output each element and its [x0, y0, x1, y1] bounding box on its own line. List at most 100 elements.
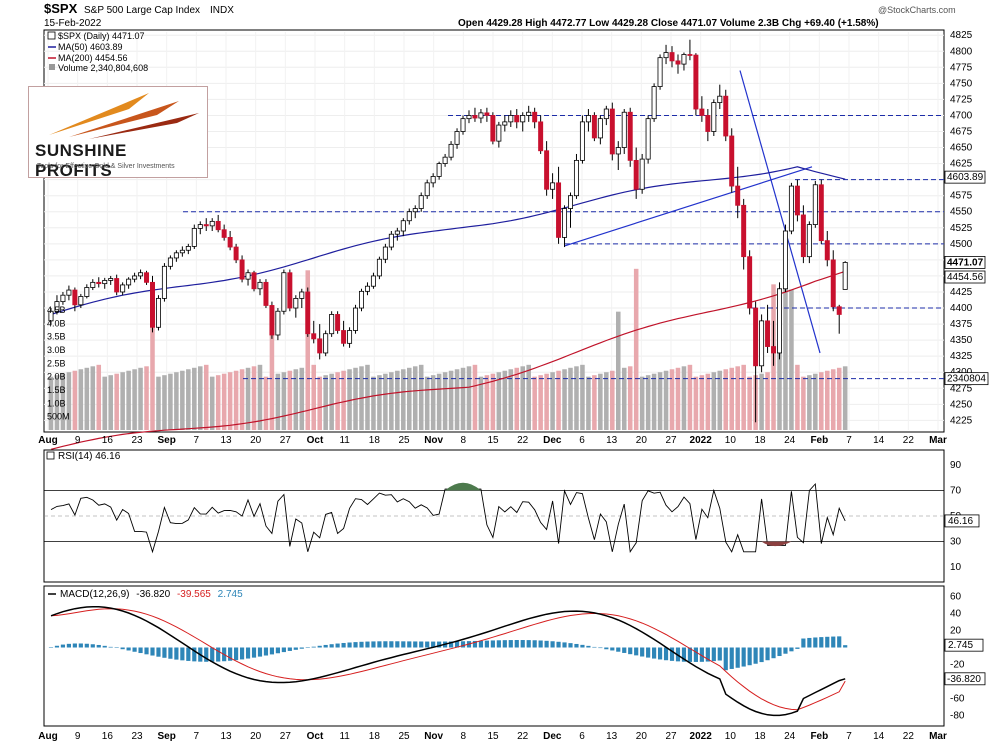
macd-legend-prefix: MACD(12,26,9) [60, 589, 129, 600]
date-tick-label: Dec [543, 435, 562, 446]
ma50-line [50, 166, 846, 316]
macd-histogram-bar [66, 643, 71, 648]
volume-bar [598, 373, 603, 430]
candle-body [496, 124, 502, 142]
volume-bar [520, 366, 525, 430]
macd-histogram-bar [574, 643, 579, 648]
price-tick-label: 4550 [950, 207, 973, 218]
moving-averages [50, 166, 846, 450]
macd-histogram-bar [275, 647, 280, 654]
volume-bar [651, 373, 657, 430]
volume-bar [663, 370, 669, 430]
volume-bar [412, 366, 418, 430]
macd-histogram-bar [395, 641, 400, 648]
macd-histogram-bar [592, 646, 597, 648]
date-tick-label: 15 [487, 731, 499, 742]
date-axis-bottom: Aug 9 16 23 Sep 7 13 20 27 Oct 11 18 25 Nov 8 15 22 Dec 6 1… [38, 731, 947, 742]
volume-bar [263, 376, 269, 430]
candle-body [161, 265, 167, 299]
volume-bar [765, 372, 770, 430]
candle-body [239, 259, 245, 280]
macd-histogram-bar [550, 641, 555, 648]
macd-histogram-bar [108, 646, 113, 648]
candle-body [490, 115, 496, 142]
volume-bar [430, 375, 436, 430]
candle-body [687, 54, 693, 56]
macd-histogram-bar [257, 647, 263, 657]
volume-bar [699, 375, 705, 430]
candle-body [830, 259, 836, 308]
candle-body [155, 298, 161, 328]
candle-body [585, 115, 591, 123]
candle-body [741, 204, 747, 258]
candle-body [48, 310, 54, 322]
volume-bar [586, 376, 591, 430]
candle-body [609, 108, 615, 155]
volume-bar [466, 366, 472, 430]
macd-histogram-bar [138, 647, 143, 654]
candle-body [562, 208, 568, 238]
macd-histogram-bar [329, 644, 334, 648]
date-tick-label: 2022 [690, 435, 713, 446]
volume-bar [675, 367, 681, 430]
date-tick-label: 18 [369, 435, 381, 446]
volume-bar [311, 364, 316, 430]
macd-histogram-bar [460, 641, 466, 648]
volume-bar [836, 367, 842, 430]
volume-bar [180, 370, 185, 430]
volume-bar [574, 366, 579, 430]
rsi-legend-swatch [46, 451, 55, 460]
candle-body [466, 115, 472, 120]
volume-bar [424, 376, 430, 430]
volume-bar [657, 372, 663, 430]
volume-tick-label: 4.0B [47, 318, 66, 328]
date-tick-label: 7 [846, 435, 852, 446]
macd-histogram-bar [472, 640, 478, 648]
date-tick-label: 2022 [690, 731, 713, 742]
macd-histogram-bar [753, 647, 758, 664]
date-tick-label: 23 [131, 435, 143, 446]
date-tick-label: Nov [424, 731, 443, 742]
candle-body [60, 294, 66, 303]
macd-histogram-bar [693, 647, 698, 662]
macd-histogram-bar [771, 647, 776, 659]
volume-bar [747, 376, 752, 430]
macd-histogram-bar [186, 647, 191, 661]
volume-bar [168, 373, 173, 430]
candle-body [633, 159, 639, 190]
volume-bar [401, 369, 406, 430]
rsi-tick-label: 90 [950, 460, 962, 471]
date-tick-label: Feb [810, 435, 828, 446]
macd-histogram-bar [335, 643, 340, 648]
volume-bar [526, 364, 531, 430]
candle-body [54, 301, 60, 312]
price-tick-label: 4700 [950, 110, 973, 121]
macd-histogram-bar [431, 641, 436, 648]
macd-histogram-bar [401, 641, 406, 648]
volume-flag-label: 2340804 [947, 374, 986, 385]
candle-body [353, 307, 359, 331]
macd-histogram-bar [251, 647, 257, 658]
candle-body [359, 290, 364, 309]
candle-body [597, 118, 603, 139]
date-tick-label: Oct [307, 731, 324, 742]
volume-bar [604, 372, 609, 430]
price-legend-label: $SPX (Daily) 4471.07 [58, 31, 145, 41]
volume-bar [120, 372, 125, 430]
macd-histogram-bar [407, 641, 412, 648]
macd-histogram-bar [377, 641, 382, 648]
volume-bar [556, 370, 561, 430]
macd-legend-hist: 2.745 [218, 589, 243, 600]
logo-brand: SUNSHINE PROFITS [35, 141, 127, 180]
candle-body [167, 257, 173, 267]
volume-bar [293, 369, 299, 430]
candle-body [293, 298, 299, 309]
volume-tick-label: 3.0B [47, 345, 66, 355]
macd-histogram-bar [454, 641, 460, 648]
volume-bar [807, 375, 812, 430]
candle-body [699, 108, 705, 116]
volume-bar [156, 376, 161, 430]
macd-histogram-bar [371, 641, 376, 648]
date-tick-label: 8 [461, 731, 467, 742]
